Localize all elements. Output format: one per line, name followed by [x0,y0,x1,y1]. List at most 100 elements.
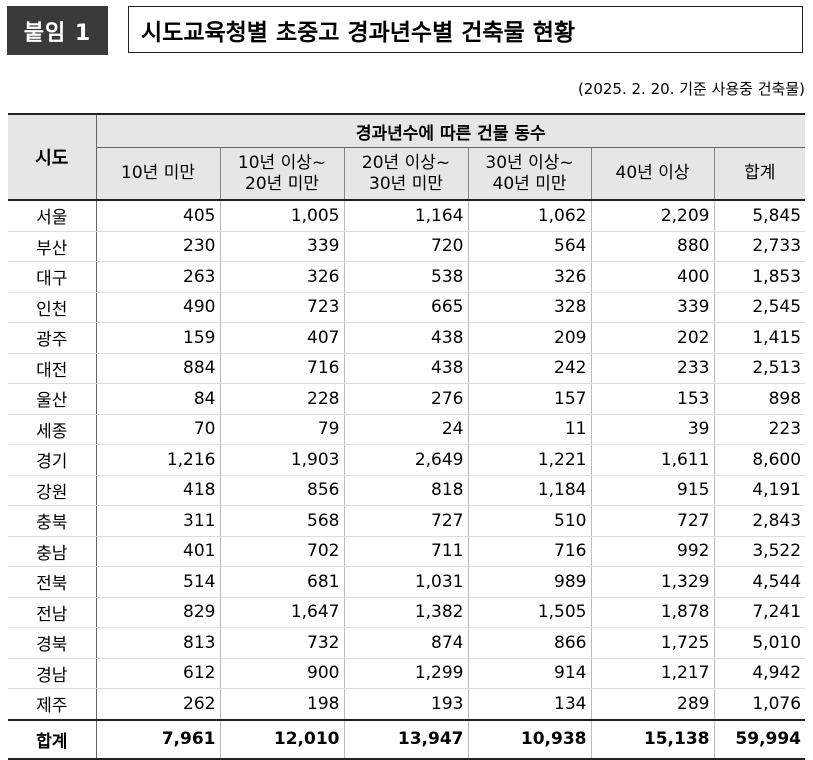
table-cell: 193 [344,688,469,720]
table-cell: 1,076 [714,688,806,720]
table-cell: 339 [220,231,345,262]
region-name: 광주 [8,322,97,354]
table-row: 울산 84 228 276 157 153 898 [8,383,806,415]
document-title: 시도교육청별 초중고 경과년수별 건축물 현황 [128,6,803,53]
table-cell: 79 [220,414,345,445]
column-header: 30년 이상~ 40년 미만 [468,147,592,200]
table-cell: 880 [591,231,715,262]
total-cell: 59,994 [714,718,806,760]
table-cell: 538 [344,261,469,293]
table-cell: 157 [468,383,592,415]
table-row: 전남 829 1,647 1,382 1,505 1,878 7,241 [8,597,806,628]
region-name: 제주 [8,688,97,720]
reference-note: (2025. 2. 20. 기준 사용중 건축물) [577,80,805,98]
table-row: 서울 405 1,005 1,164 1,062 2,209 5,845 [8,199,806,232]
region-name: 전북 [8,566,97,598]
table-cell: 1,164 [344,199,469,232]
table-cell: 328 [468,292,592,323]
total-cell: 7,961 [96,718,221,760]
table-row: 강원 418 856 818 1,184 915 4,191 [8,475,806,506]
table-cell: 612 [96,658,221,689]
table-cell: 732 [220,627,345,659]
table-cell: 233 [591,353,715,384]
table-cell: 289 [591,688,715,720]
table-row: 대전 884 716 438 242 233 2,513 [8,353,806,384]
total-cell: 12,010 [220,718,345,760]
table-cell: 407 [220,322,345,354]
table-cell: 723 [220,292,345,323]
table-cell: 263 [96,261,221,293]
table-cell: 1,878 [591,597,715,628]
table-cell: 228 [220,383,345,415]
table-cell: 874 [344,627,469,659]
table-cell: 1,221 [468,444,592,476]
building-age-table: 시도 경과년수에 따른 건물 동수 10년 미만 10년 이상~ 20년 미만 20년… [8,113,806,760]
table-cell: 829 [96,597,221,628]
table-cell: 2,209 [591,199,715,232]
table-cell: 262 [96,688,221,720]
sido-header: 시도 [8,114,97,201]
column-header: 10년 미만 [96,147,221,200]
total-label: 합계 [8,718,97,760]
table-cell: 223 [714,414,806,445]
table-cell: 276 [344,383,469,415]
table-cell: 5,845 [714,199,806,232]
attachment-badge: 붙임 1 [7,6,108,55]
table-cell: 727 [344,505,469,537]
table-row: 충남 401 702 711 716 992 3,522 [8,536,806,567]
table-cell: 4,544 [714,566,806,598]
table-cell: 510 [468,505,592,537]
table-cell: 2,649 [344,444,469,476]
total-cell: 13,947 [344,718,469,760]
table-cell: 1,299 [344,658,469,689]
group-header: 경과년수에 따른 건물 동수 [96,114,806,148]
table-cell: 24 [344,414,469,445]
table-cell: 11 [468,414,592,445]
table-cell: 884 [96,353,221,384]
column-header: 20년 이상~ 30년 미만 [344,147,469,200]
table-cell: 39 [591,414,715,445]
table-cell: 1,382 [344,597,469,628]
region-name: 전남 [8,597,97,628]
region-name: 울산 [8,383,97,415]
region-name: 경기 [8,444,97,476]
table-cell: 720 [344,231,469,262]
table-cell: 134 [468,688,592,720]
table-cell: 159 [96,322,221,354]
table-cell: 405 [96,199,221,232]
table-cell: 1,217 [591,658,715,689]
table-cell: 202 [591,322,715,354]
table-cell: 311 [96,505,221,537]
table-cell: 1,505 [468,597,592,628]
table-cell: 900 [220,658,345,689]
table-cell: 209 [468,322,592,354]
region-name: 대전 [8,353,97,384]
table-row: 경남 612 900 1,299 914 1,217 4,942 [8,658,806,689]
table-cell: 401 [96,536,221,567]
table-cell: 856 [220,475,345,506]
table-cell: 490 [96,292,221,323]
table-cell: 84 [96,383,221,415]
region-name: 세종 [8,414,97,445]
table-cell: 153 [591,383,715,415]
table-row: 제주 262 198 193 134 289 1,076 [8,688,806,720]
table-cell: 1,853 [714,261,806,293]
table-row: 세종 70 79 24 11 39 223 [8,414,806,445]
table-cell: 1,903 [220,444,345,476]
table-cell: 326 [220,261,345,293]
table-cell: 4,191 [714,475,806,506]
table-cell: 992 [591,536,715,567]
region-name: 충남 [8,536,97,567]
table-cell: 1,216 [96,444,221,476]
table-cell: 702 [220,536,345,567]
column-header: 합계 [714,147,806,200]
table-cell: 70 [96,414,221,445]
table-row: 광주 159 407 438 209 202 1,415 [8,322,806,354]
table-row: 경북 813 732 874 866 1,725 5,010 [8,627,806,659]
column-header: 40년 이상 [591,147,715,200]
table-cell: 2,513 [714,353,806,384]
table-cell: 716 [468,536,592,567]
table-cell: 1,611 [591,444,715,476]
region-name: 충북 [8,505,97,537]
table-row: 대구 263 326 538 326 400 1,853 [8,261,806,293]
